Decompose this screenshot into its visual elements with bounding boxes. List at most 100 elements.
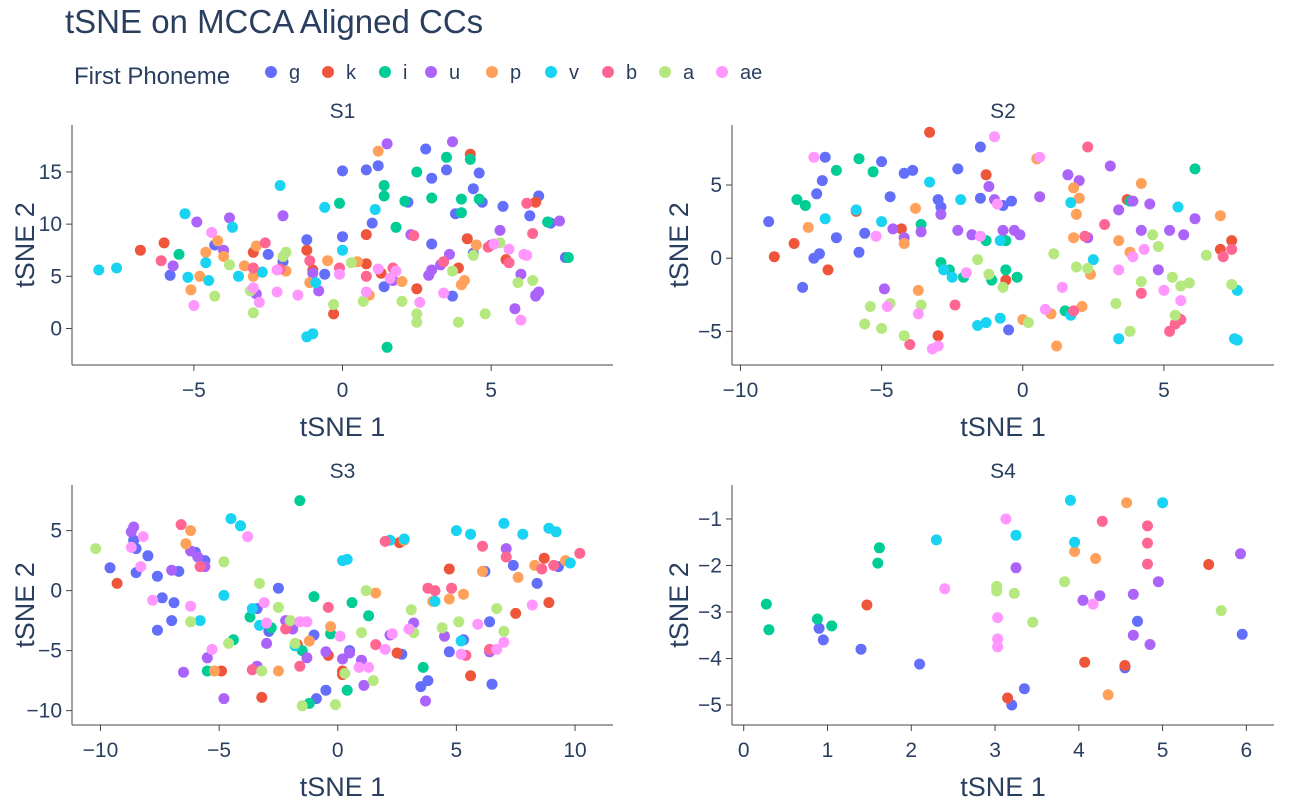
point-k[interactable]: [510, 607, 522, 619]
point-a[interactable]: [898, 330, 910, 342]
point-ae[interactable]: [526, 599, 538, 611]
point-p[interactable]: [898, 238, 910, 249]
point-ae[interactable]: [125, 541, 137, 553]
point-i[interactable]: [399, 195, 411, 207]
point-k[interactable]: [1079, 656, 1091, 668]
point-ae[interactable]: [503, 243, 515, 255]
point-ae[interactable]: [258, 597, 270, 609]
point-ae[interactable]: [974, 230, 986, 242]
point-p[interactable]: [512, 571, 524, 583]
point-u[interactable]: [1104, 160, 1116, 172]
point-u[interactable]: [358, 679, 370, 691]
point-v[interactable]: [955, 194, 967, 206]
point-g[interactable]: [360, 164, 372, 176]
point-b[interactable]: [280, 623, 292, 635]
legend-item-a[interactable]: a: [659, 62, 695, 84]
point-u[interactable]: [966, 229, 978, 241]
point-p[interactable]: [194, 270, 206, 282]
point-k[interactable]: [788, 238, 800, 249]
point-v[interactable]: [980, 317, 992, 329]
point-u[interactable]: [444, 248, 455, 260]
point-u[interactable]: [1127, 195, 1139, 207]
point-g[interactable]: [426, 238, 438, 250]
point-ae[interactable]: [926, 343, 938, 355]
point-a[interactable]: [218, 556, 230, 568]
point-ae[interactable]: [1039, 303, 1051, 315]
point-a[interactable]: [1175, 280, 1187, 292]
point-g[interactable]: [859, 227, 871, 239]
point-v[interactable]: [203, 275, 215, 286]
point-k[interactable]: [1203, 559, 1215, 570]
point-ae[interactable]: [353, 661, 365, 673]
point-k[interactable]: [530, 196, 542, 208]
point-i[interactable]: [173, 248, 185, 260]
point-p[interactable]: [455, 279, 467, 291]
point-a[interactable]: [284, 615, 296, 627]
point-u[interactable]: [192, 551, 204, 563]
point-g[interactable]: [378, 281, 390, 293]
point-v[interactable]: [1157, 497, 1169, 509]
point-u[interactable]: [178, 666, 189, 678]
point-ae[interactable]: [384, 272, 396, 284]
point-k[interactable]: [822, 264, 834, 276]
point-g[interactable]: [914, 658, 926, 670]
point-a[interactable]: [876, 322, 888, 334]
point-v[interactable]: [1172, 201, 1184, 213]
point-ae[interactable]: [488, 238, 500, 250]
point-i[interactable]: [867, 166, 879, 178]
point-u[interactable]: [1094, 590, 1106, 602]
point-a[interactable]: [452, 316, 464, 328]
point-v[interactable]: [310, 277, 322, 289]
point-p[interactable]: [1051, 340, 1063, 352]
point-k[interactable]: [932, 330, 944, 342]
point-i[interactable]: [811, 613, 823, 625]
point-k[interactable]: [980, 169, 992, 181]
point-ae[interactable]: [301, 616, 313, 628]
point-u[interactable]: [1152, 264, 1164, 276]
point-ae[interactable]: [1113, 264, 1125, 276]
point-ae[interactable]: [372, 263, 384, 275]
point-g[interactable]: [104, 562, 116, 574]
point-p[interactable]: [1214, 210, 1226, 222]
point-g[interactable]: [884, 191, 896, 203]
point-v[interactable]: [341, 553, 353, 565]
point-a[interactable]: [1048, 248, 1060, 260]
point-ae[interactable]: [334, 268, 345, 280]
point-a[interactable]: [280, 246, 292, 258]
point-b[interactable]: [360, 270, 372, 282]
point-b[interactable]: [1096, 515, 1108, 527]
point-k[interactable]: [360, 258, 372, 270]
point-u[interactable]: [313, 285, 325, 297]
point-b[interactable]: [322, 601, 334, 613]
point-v[interactable]: [1065, 197, 1077, 209]
point-a[interactable]: [1027, 616, 1039, 628]
point-u[interactable]: [307, 267, 319, 279]
point-i[interactable]: [426, 192, 438, 204]
legend-item-v[interactable]: v: [545, 62, 579, 84]
point-ae[interactable]: [147, 594, 159, 606]
point-ae[interactable]: [992, 633, 1004, 645]
point-u[interactable]: [166, 564, 178, 576]
point-g[interactable]: [164, 269, 176, 281]
point-b[interactable]: [259, 237, 271, 249]
point-p[interactable]: [185, 525, 197, 537]
point-k[interactable]: [328, 308, 340, 320]
point-b[interactable]: [429, 585, 441, 597]
point-ae[interactable]: [135, 561, 147, 573]
point-v[interactable]: [1010, 529, 1022, 541]
point-v[interactable]: [246, 603, 258, 615]
point-p[interactable]: [218, 251, 230, 262]
point-b[interactable]: [521, 197, 533, 209]
point-v[interactable]: [1064, 494, 1076, 506]
point-p[interactable]: [1090, 553, 1102, 564]
point-g[interactable]: [830, 232, 842, 244]
point-g[interactable]: [907, 164, 919, 176]
point-k[interactable]: [895, 223, 907, 235]
point-ae[interactable]: [438, 287, 450, 299]
point-p[interactable]: [325, 621, 337, 633]
point-i[interactable]: [390, 221, 402, 233]
point-b[interactable]: [175, 519, 187, 531]
point-b[interactable]: [1099, 219, 1111, 230]
point-g[interactable]: [763, 216, 775, 228]
point-a[interactable]: [527, 275, 539, 286]
